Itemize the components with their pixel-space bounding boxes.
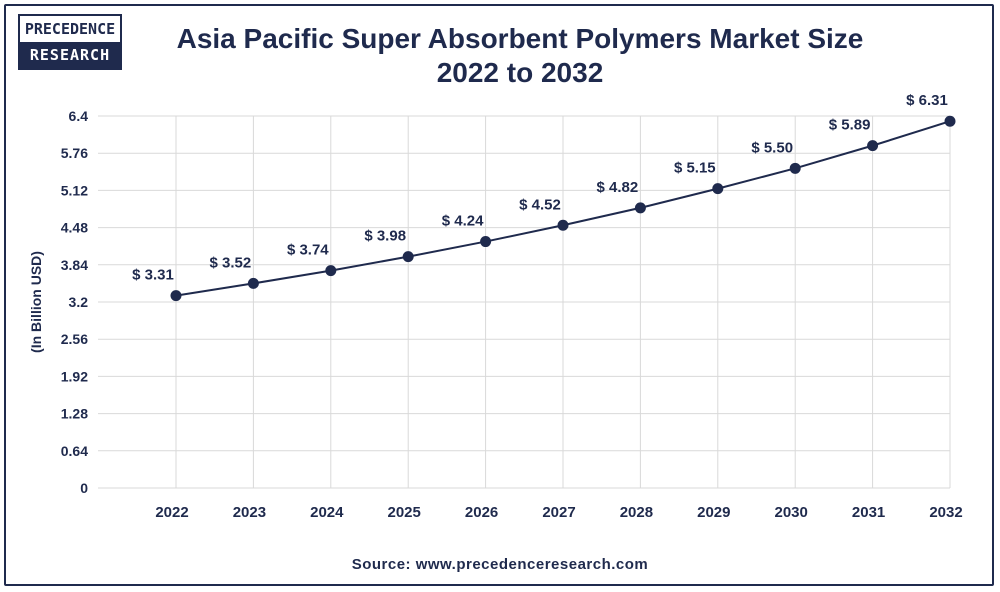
data-point bbox=[712, 183, 724, 195]
y-tick-label: 1.28 bbox=[61, 406, 88, 422]
data-label: $ 3.74 bbox=[287, 242, 329, 259]
data-label: $ 4.82 bbox=[597, 179, 639, 196]
data-point bbox=[789, 162, 801, 174]
x-tick-label: 2032 bbox=[929, 504, 962, 521]
y-tick-label: 3.84 bbox=[61, 257, 88, 273]
y-tick-label: 4.48 bbox=[61, 220, 88, 236]
data-label: $ 3.52 bbox=[210, 254, 252, 271]
x-tick-label: 2025 bbox=[388, 504, 421, 521]
y-tick-label: 6.4 bbox=[69, 108, 89, 124]
y-axis-label: (In Billion USD) bbox=[28, 251, 44, 353]
x-tick-label: 2031 bbox=[852, 504, 885, 521]
chart-title-line-1: Asia Pacific Super Absorbent Polymers Ma… bbox=[176, 23, 864, 54]
logo-text-top: PRECEDENCE bbox=[24, 20, 116, 38]
data-label: $ 5.15 bbox=[674, 160, 716, 177]
x-tick-label: 2028 bbox=[620, 504, 653, 521]
y-tick-label: 0.64 bbox=[61, 443, 88, 459]
precedence-research-logo: PRECEDENCE RESEARCH bbox=[18, 14, 122, 70]
y-tick-label: 0 bbox=[80, 480, 88, 496]
x-tick-label: 2026 bbox=[465, 504, 498, 521]
y-tick-label: 2.56 bbox=[61, 331, 88, 347]
data-point bbox=[944, 115, 956, 127]
data-point bbox=[402, 251, 414, 263]
data-label: $ 5.89 bbox=[829, 117, 871, 134]
x-tick-label: 2022 bbox=[155, 504, 188, 521]
logo-text-bottom: RESEARCH bbox=[20, 42, 120, 68]
data-point bbox=[325, 265, 337, 277]
data-point bbox=[634, 202, 646, 214]
y-tick-label: 1.92 bbox=[61, 368, 88, 384]
data-point bbox=[247, 277, 259, 289]
source-text: Source: www.precedenceresearch.com bbox=[351, 556, 649, 573]
y-tick-label: 5.12 bbox=[61, 182, 88, 198]
x-tick-label: 2023 bbox=[233, 504, 266, 521]
data-label: $ 6.31 bbox=[906, 92, 948, 109]
x-tick-label: 2024 bbox=[310, 504, 344, 521]
chart-frame bbox=[4, 4, 994, 586]
y-tick-label: 5.76 bbox=[61, 145, 88, 161]
data-point bbox=[480, 236, 492, 248]
data-label: $ 5.50 bbox=[751, 139, 793, 156]
data-point bbox=[867, 140, 879, 152]
x-tick-label: 2029 bbox=[697, 504, 730, 521]
x-tick-label: 2030 bbox=[775, 504, 808, 521]
data-label: $ 4.52 bbox=[519, 196, 561, 213]
y-tick-label: 3.2 bbox=[69, 294, 89, 310]
chart-title-line-2: 2022 to 2032 bbox=[436, 57, 604, 88]
data-label: $ 3.98 bbox=[364, 228, 406, 245]
chart-title: Asia Pacific Super Absorbent Polymers Ma… bbox=[140, 22, 900, 90]
x-tick-label: 2027 bbox=[542, 504, 575, 521]
data-label: $ 4.24 bbox=[442, 213, 484, 230]
data-point bbox=[170, 290, 182, 302]
data-point bbox=[557, 219, 569, 231]
data-label: $ 3.31 bbox=[132, 267, 174, 284]
